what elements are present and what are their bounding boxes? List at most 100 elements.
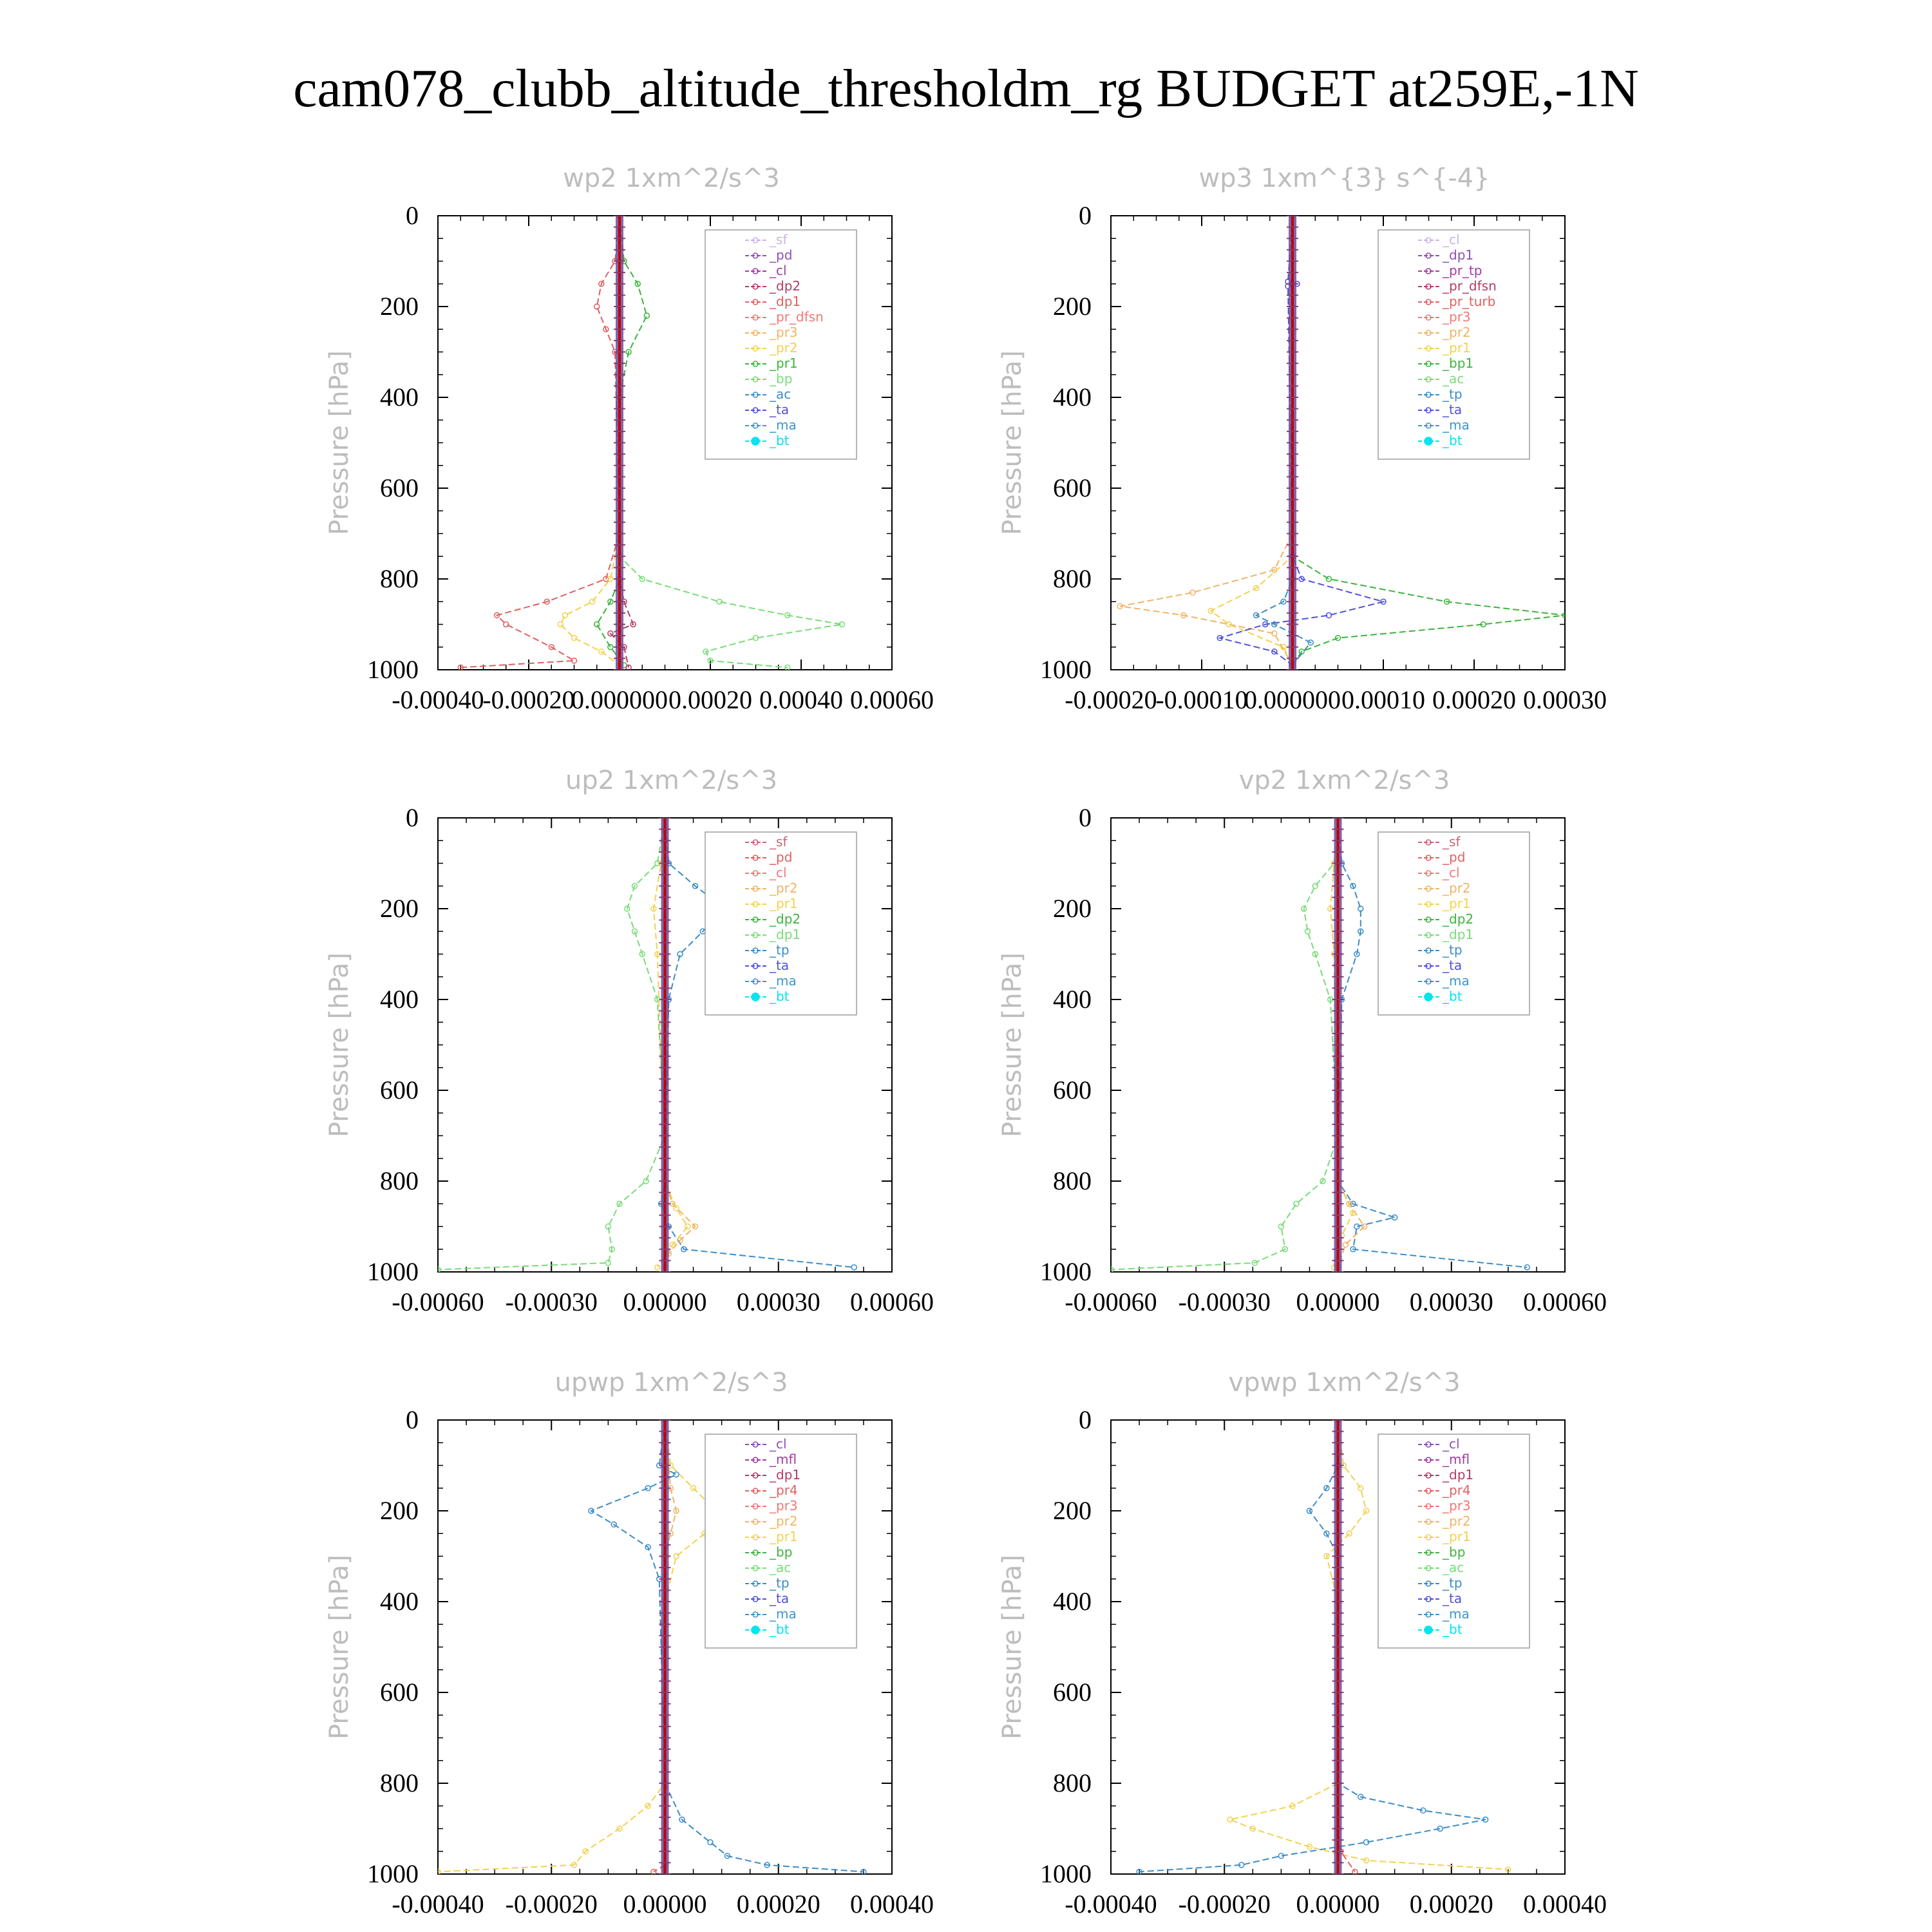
legend-marker (752, 1580, 759, 1587)
legend-marker (752, 345, 759, 352)
y-tick-label: 600 (1053, 1075, 1092, 1104)
series-point (1298, 576, 1305, 582)
legend-marker (752, 252, 759, 259)
series-point (1325, 612, 1332, 619)
series-point (1419, 1807, 1426, 1814)
legend-entry: _tp (1442, 1575, 1463, 1591)
legend-marker (1425, 1596, 1432, 1602)
series-point (690, 1485, 697, 1492)
plot-area (438, 1420, 867, 1874)
series-point (764, 1862, 770, 1868)
legend-entry: _tp (769, 942, 790, 958)
legend-entry: _pr_tp (1442, 263, 1482, 278)
plot-area (1111, 818, 1530, 1272)
y-tick-label: 400 (1053, 985, 1092, 1014)
legend-entry: _pr2 (1442, 880, 1471, 896)
series-point (1278, 1853, 1285, 1859)
series-line-dp1 (438, 818, 666, 1271)
series-point (1358, 928, 1364, 934)
legend-entry: _pr1 (1442, 896, 1471, 911)
plot-area (457, 216, 846, 670)
legend-entry: _ma (1442, 417, 1470, 433)
legend-marker (1425, 901, 1432, 907)
series-point (1358, 1794, 1364, 1800)
legend-entry: _ma (769, 1606, 797, 1622)
y-tick-label: 800 (380, 564, 419, 593)
y-tick-label: 800 (1053, 1768, 1092, 1797)
legend-entry: _bt (1442, 1622, 1463, 1637)
legend-marker (1425, 422, 1432, 429)
legend-marker (752, 407, 759, 413)
y-tick-label: 200 (1053, 894, 1092, 923)
series-point (681, 1246, 687, 1253)
legend-marker (1425, 299, 1432, 305)
series-point (1346, 1530, 1352, 1537)
legend-entry: _pr2 (769, 340, 798, 355)
legend-marker (752, 1611, 759, 1618)
series-point (1334, 634, 1341, 641)
x-tick-label: 0.00020 (1410, 1889, 1493, 1918)
series-point (631, 883, 638, 889)
x-tick-label: 0.00020 (737, 1889, 820, 1918)
series-point (1437, 1825, 1443, 1832)
legend-entry: _mfl (1442, 1452, 1470, 1467)
legend-marker (752, 916, 759, 923)
legend-entry: _pd (1442, 849, 1465, 865)
series-point (1323, 1485, 1330, 1492)
legend-entry: _dp1 (769, 1467, 800, 1482)
x-tick-label: 0.00030 (1410, 1287, 1493, 1316)
legend-entry: _bt (769, 989, 790, 1004)
legend-entry: _ma (1442, 1606, 1470, 1622)
legend-marker (752, 1503, 759, 1510)
legend-entry: _bp1 (1442, 355, 1473, 371)
legend-marker (1425, 330, 1432, 336)
legend-marker (1425, 392, 1432, 398)
series-point (707, 1839, 714, 1846)
series-point (1289, 1803, 1296, 1809)
series-point (598, 649, 605, 655)
panel-5: vpwp 1xm^2/s^3 Pressure [hPa] 0 200 400 600 80… (998, 1368, 1607, 1918)
legend-marker (1425, 345, 1432, 352)
series-point (1354, 1223, 1360, 1230)
x-tick-label: -0.00020 (1179, 1889, 1271, 1918)
series-line-pr1 (596, 216, 648, 666)
legend-entry: _pr3 (769, 1498, 798, 1513)
series-point (607, 644, 614, 650)
legend-marker (1425, 1441, 1432, 1448)
legend-entry: _bp (769, 1544, 792, 1560)
series-point (607, 576, 614, 582)
legend-marker (1425, 963, 1432, 969)
x-tick-label: 0.00030 (737, 1287, 820, 1316)
legend-marker (751, 992, 760, 1001)
series-point (851, 1264, 857, 1271)
series-point (645, 1803, 651, 1809)
series-point (716, 598, 723, 605)
series-point (1253, 585, 1260, 591)
legend-entry: _bt (769, 433, 790, 448)
series-point (1323, 1553, 1330, 1560)
legend-marker (752, 978, 759, 985)
legend-marker (752, 330, 759, 336)
series-point (650, 905, 657, 912)
legend-entry: _pr3 (1442, 309, 1471, 325)
y-tick-label: 200 (1053, 292, 1092, 321)
figure-title: cam078_clubb_altitude_thresholdm_rg BUDG… (293, 59, 1639, 118)
legend-entry: _pr3 (769, 325, 798, 340)
y-tick-label: 0 (406, 1405, 419, 1434)
series-point (1217, 634, 1223, 641)
legend-entry: _tp (769, 1575, 790, 1591)
series-point (1350, 1200, 1356, 1207)
legend-entry: _dp2 (769, 278, 800, 294)
series-point (503, 621, 509, 628)
series-point (1117, 603, 1123, 610)
series-point (860, 1868, 867, 1874)
legend-entry: _ta (769, 958, 789, 973)
legend-marker (1425, 1503, 1432, 1510)
legend-entry: _sf (769, 834, 788, 849)
series-point (1253, 612, 1260, 619)
series-point (1293, 1200, 1300, 1207)
series-point (654, 1264, 661, 1271)
series-point (1524, 1264, 1530, 1271)
series-point (616, 1825, 623, 1832)
